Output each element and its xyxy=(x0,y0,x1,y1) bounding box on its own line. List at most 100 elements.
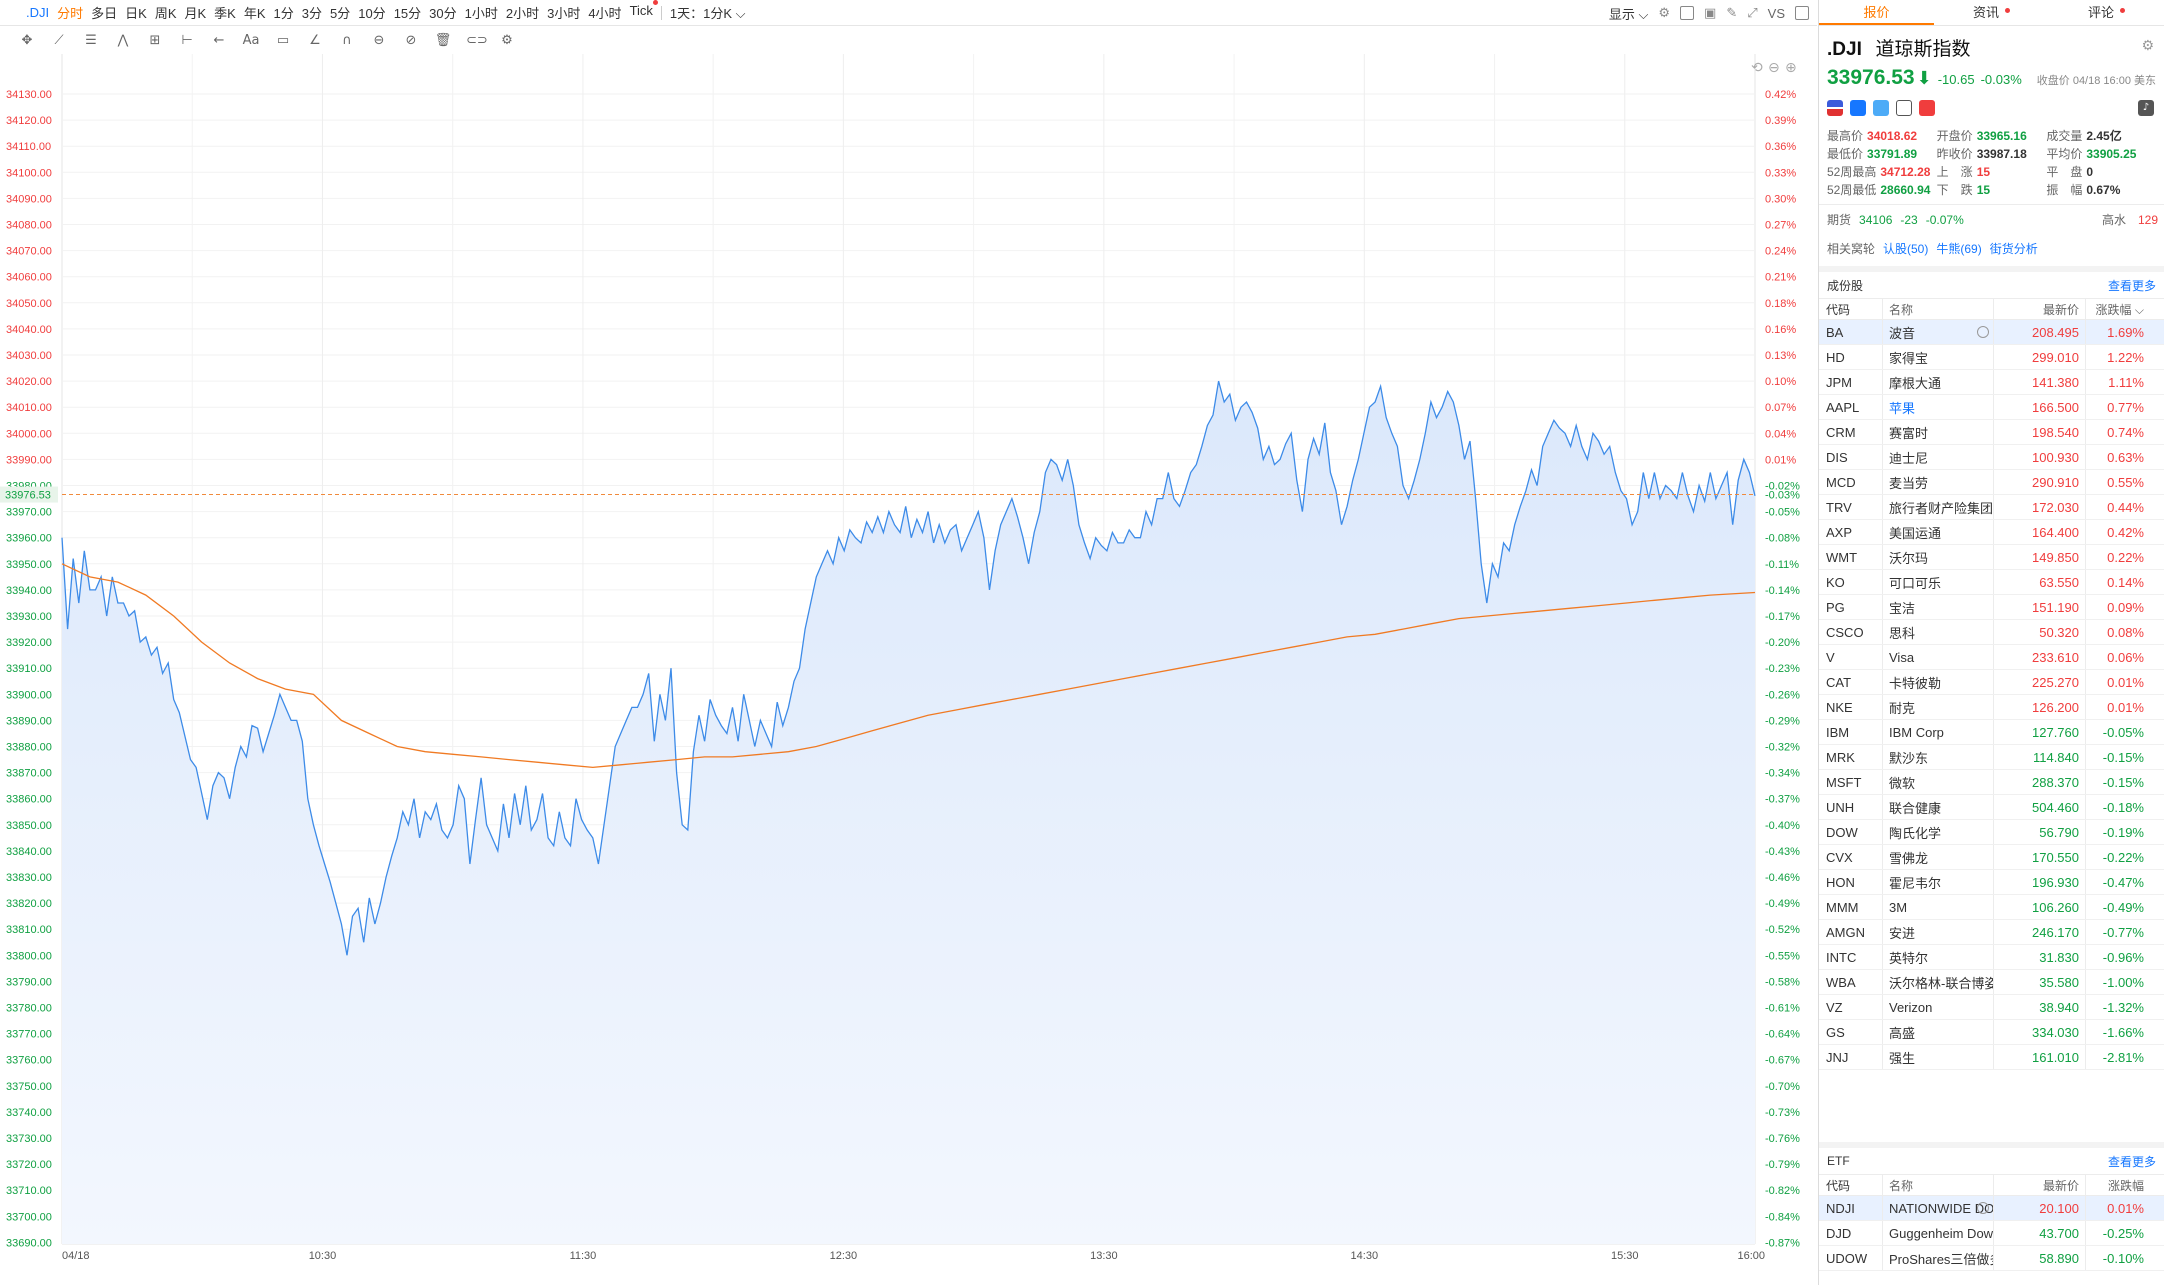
table-row[interactable]: CSCO 思科 50.320 0.08% xyxy=(1819,620,2164,645)
table-row[interactable]: AMGN 安进 246.170 -0.77% xyxy=(1819,920,2164,945)
table-row[interactable]: WMT 沃尔玛 149.850 0.22% xyxy=(1819,545,2164,570)
constituents-more-link[interactable]: 查看更多 xyxy=(2107,278,2156,293)
table-row[interactable]: NDJI NATIONWIDE DOW20.100 0.01% xyxy=(1819,1196,2164,1221)
table-row[interactable]: VZ Verizon 38.940 -1.32% xyxy=(1819,995,2164,1020)
magnet-icon[interactable]: ∩ xyxy=(342,32,352,48)
period-13[interactable]: 1小时 xyxy=(464,6,498,21)
fullscreen-icon[interactable]: ⤢ xyxy=(1747,5,1758,21)
table-row[interactable]: IBM IBM Corp 127.760 -0.05% xyxy=(1819,720,2164,745)
table-row[interactable]: WBA 沃尔格林-联合博姿 35.580 -1.00% xyxy=(1819,970,2164,995)
col-code[interactable]: 代码 xyxy=(1819,299,1883,319)
table-row[interactable]: HON 霍尼韦尔 196.930 -0.47% xyxy=(1819,870,2164,895)
col-name[interactable]: 名称 xyxy=(1883,299,1994,319)
table-row[interactable]: V Visa 233.610 0.06% xyxy=(1819,645,2164,670)
pen-icon[interactable]: ✎ xyxy=(1726,5,1738,21)
period-12[interactable]: 30分 xyxy=(429,6,457,21)
table-row[interactable]: INTC 英特尔 31.830 -0.96% xyxy=(1819,945,2164,970)
settings-icon[interactable]: ⚙ xyxy=(2141,38,2154,54)
etf-col-code[interactable]: 代码 xyxy=(1819,1175,1883,1195)
ruler-icon[interactable]: ∠ xyxy=(309,32,321,48)
period-6[interactable]: 年K xyxy=(243,6,266,21)
period-17[interactable]: Tick xyxy=(630,0,658,22)
table-row[interactable]: TRV 旅行者财产险集团 172.030 0.44% xyxy=(1819,495,2164,520)
table-row[interactable]: PG 宝洁 151.190 0.09% xyxy=(1819,595,2164,620)
table-row[interactable]: UDOW ProShares三倍做多 58.890 -0.10% xyxy=(1819,1246,2164,1271)
table-row[interactable]: CVX 雪佛龙 170.550 -0.22% xyxy=(1819,845,2164,870)
range-icon[interactable]: ⊢ xyxy=(181,32,193,48)
table-row[interactable]: CRM 赛富时 198.540 0.74% xyxy=(1819,420,2164,445)
table-row[interactable]: MCD 麦当劳 290.910 0.55% xyxy=(1819,470,2164,495)
range-dropdown[interactable]: 1天：1分K ⌵ xyxy=(669,6,746,21)
settings-gear-icon[interactable]: ⚙ xyxy=(1658,5,1671,21)
etf-col-name[interactable]: 名称 xyxy=(1883,1175,1994,1195)
display-dropdown[interactable]: 显示 ⌵ xyxy=(1608,6,1649,22)
period-2[interactable]: 日K xyxy=(125,6,147,21)
camera-icon[interactable]: ▣ xyxy=(1704,5,1717,21)
crosshair-icon[interactable]: ✥ xyxy=(21,32,33,48)
reset-zoom-icon[interactable]: ⟲ xyxy=(1751,60,1763,76)
pattern-icon[interactable]: ⋀ xyxy=(117,32,129,48)
trendline-icon[interactable]: ⟋ xyxy=(54,32,64,48)
table-row[interactable]: GS 高盛 334.030 -1.66% xyxy=(1819,1020,2164,1045)
period-0[interactable]: 分时 xyxy=(57,6,84,21)
intraday-chart[interactable]: 34130.00 0.42% 34120.00 0.39% 34110.00 0.36% 3… xyxy=(0,54,1817,1285)
period-8[interactable]: 3分 xyxy=(301,6,322,21)
period-5[interactable]: 季K xyxy=(214,6,236,21)
table-row[interactable]: JNJ 强生 161.010 -2.81% xyxy=(1819,1045,2164,1070)
table-row[interactable]: MRK 默沙东 114.840 -0.15% xyxy=(1819,745,2164,770)
table-row[interactable]: BA 波音 208.495 1.69% xyxy=(1819,320,2164,345)
period-15[interactable]: 3小时 xyxy=(547,6,581,21)
bell-icon[interactable]: ♪ xyxy=(2138,100,2154,116)
call-warrant-link[interactable]: 认股(50) xyxy=(1883,241,1929,256)
period-9[interactable]: 5分 xyxy=(329,6,351,21)
table-row[interactable]: KO 可口可乐 63.550 0.14% xyxy=(1819,570,2164,595)
table-row[interactable]: UNH 联合健康 504.460 -0.18% xyxy=(1819,795,2164,820)
delete-icon[interactable]: 🗑 xyxy=(434,32,452,48)
col-price[interactable]: 最新价 xyxy=(1994,299,2086,319)
watch-eye-icon[interactable] xyxy=(1977,326,1989,338)
table-row[interactable]: MMM 3M 106.260 -0.49% xyxy=(1819,895,2164,920)
table-row[interactable]: HD 家得宝 299.010 1.22% xyxy=(1819,345,2164,370)
symbol-label[interactable]: .DJI xyxy=(26,5,50,20)
period-11[interactable]: 15分 xyxy=(393,6,422,21)
chat-icon[interactable] xyxy=(1873,100,1889,116)
period-14[interactable]: 2小时 xyxy=(505,6,540,21)
favorite-heart-icon[interactable] xyxy=(1919,100,1935,116)
table-row[interactable]: MSFT 微软 288.370 -0.15% xyxy=(1819,770,2164,795)
futures-row[interactable]: 期货 34106 -23 -0.07% 高水 129 xyxy=(1819,204,2164,234)
lightning-icon[interactable] xyxy=(1850,100,1866,116)
settings-icon[interactable]: ⚙ xyxy=(501,32,513,48)
period-16[interactable]: 4小时 xyxy=(588,6,622,21)
panel-tab-2[interactable]: 评论 xyxy=(2049,0,2164,25)
row-name[interactable]: 苹果 xyxy=(1889,400,1916,416)
table-row[interactable]: JPM 摩根大通 141.380 1.11% xyxy=(1819,370,2164,395)
table-row[interactable]: DIS 迪士尼 100.930 0.63% xyxy=(1819,445,2164,470)
period-7[interactable]: 1分 xyxy=(273,6,294,21)
etf-col-price[interactable]: 最新价 xyxy=(1994,1175,2086,1195)
link-icon[interactable]: ⊂⊃ xyxy=(466,32,488,48)
zoom-out-icon[interactable]: ⊖ xyxy=(1768,60,1780,76)
street-analysis-link[interactable]: 街货分析 xyxy=(1989,241,2038,256)
table-row[interactable]: AXP 美国运通 164.400 0.42% xyxy=(1819,520,2164,545)
table-row[interactable]: DJD Guggenheim Dow 43.700 -0.25% xyxy=(1819,1221,2164,1246)
document-icon[interactable] xyxy=(1896,100,1912,116)
period-1[interactable]: 多日 xyxy=(91,6,118,21)
table-row[interactable]: AAPL 苹果 166.500 0.77% xyxy=(1819,395,2164,420)
table-row[interactable]: NKE 耐克 126.200 0.01% xyxy=(1819,695,2164,720)
undo-arrow-icon[interactable]: ← xyxy=(213,32,225,48)
watch-eye-icon[interactable] xyxy=(1977,1202,1989,1214)
panel-tab-1[interactable]: 资讯 xyxy=(1934,0,2049,25)
period-3[interactable]: 周K xyxy=(154,6,177,21)
text-icon[interactable]: Aa xyxy=(242,32,260,48)
period-10[interactable]: 10分 xyxy=(358,6,386,21)
etf-more-link[interactable]: 查看更多 xyxy=(2107,1154,2156,1169)
zoom-in-icon[interactable]: ⊕ xyxy=(1785,60,1797,76)
table-row[interactable]: DOW 陶氏化学 56.790 -0.19% xyxy=(1819,820,2164,845)
vs-compare-button[interactable]: VS xyxy=(1767,5,1785,21)
col-pct[interactable]: 涨跌幅 ⌵ xyxy=(2095,303,2144,317)
table-row[interactable]: CAT 卡特彼勒 225.270 0.01% xyxy=(1819,670,2164,695)
checkbox-icon[interactable] xyxy=(1680,6,1695,20)
fib-icon[interactable]: ☰ xyxy=(85,32,97,48)
measure-icon[interactable]: ⊞ xyxy=(149,32,161,48)
cbbc-link[interactable]: 牛熊(69) xyxy=(1936,241,1982,256)
